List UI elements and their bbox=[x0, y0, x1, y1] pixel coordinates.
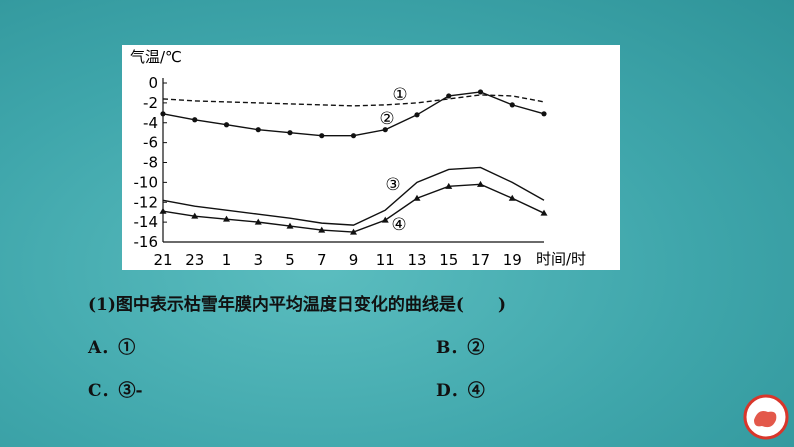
point bbox=[508, 194, 516, 201]
y-tick-label: -2 bbox=[143, 94, 158, 112]
y-tick-label: 0 bbox=[148, 74, 158, 92]
x-tick-label: 11 bbox=[376, 251, 395, 269]
point bbox=[319, 133, 325, 139]
x-tick-label: 7 bbox=[317, 251, 327, 269]
x-tick-label: 23 bbox=[185, 251, 204, 269]
y-tick-label: -4 bbox=[143, 114, 158, 132]
point bbox=[159, 207, 167, 214]
x-tick-label: 17 bbox=[471, 251, 490, 269]
y-tick-label: -16 bbox=[134, 233, 159, 251]
y-tick-label: -8 bbox=[143, 154, 158, 172]
series-label: ④ bbox=[391, 215, 406, 235]
series-label: ② bbox=[379, 109, 394, 129]
question-stem: (1)图中表示枯雪年膜内平均温度日变化的曲线是( ) bbox=[88, 295, 507, 315]
point bbox=[160, 111, 166, 117]
point bbox=[255, 127, 261, 133]
x-tick-label: 9 bbox=[349, 251, 359, 269]
point bbox=[446, 93, 452, 99]
point bbox=[413, 194, 421, 201]
series-line bbox=[162, 166, 545, 226]
x-tick-label: 13 bbox=[407, 251, 426, 269]
x-tick-label: 21 bbox=[153, 251, 172, 269]
point bbox=[287, 130, 293, 136]
point bbox=[192, 117, 198, 123]
point bbox=[477, 180, 484, 187]
point bbox=[318, 226, 326, 233]
option[interactable]: A．① bbox=[88, 338, 136, 358]
point bbox=[381, 216, 389, 223]
x-tick-label: 15 bbox=[439, 251, 458, 269]
point bbox=[350, 133, 357, 139]
series-label: ① bbox=[392, 85, 407, 105]
y-tick-label: -12 bbox=[134, 193, 159, 211]
x-axis-label: 时间/时 bbox=[536, 250, 586, 268]
point bbox=[223, 122, 230, 128]
y-tick-label: -14 bbox=[134, 213, 159, 231]
point bbox=[350, 228, 357, 235]
x-tick-label: 19 bbox=[503, 251, 522, 269]
point bbox=[191, 212, 199, 219]
y-tick-label: -6 bbox=[143, 134, 158, 152]
x-tick-label: 5 bbox=[285, 251, 295, 269]
point bbox=[541, 111, 547, 117]
point bbox=[254, 218, 262, 225]
chart-panel bbox=[122, 45, 620, 270]
point bbox=[286, 222, 294, 229]
x-tick-label: 1 bbox=[222, 251, 232, 269]
option[interactable]: D．④ bbox=[436, 381, 485, 401]
option[interactable]: B．② bbox=[436, 338, 485, 358]
y-tick-label: -10 bbox=[134, 173, 159, 191]
point bbox=[477, 89, 484, 95]
point bbox=[509, 102, 515, 108]
point bbox=[445, 182, 453, 189]
option[interactable]: C．③- bbox=[88, 381, 143, 401]
point bbox=[540, 209, 548, 216]
nav-icon-shape bbox=[754, 411, 777, 428]
x-tick-label: 3 bbox=[253, 251, 263, 269]
series-label: ③ bbox=[385, 175, 400, 195]
point bbox=[414, 112, 420, 118]
y-axis-label: 气温/℃ bbox=[130, 48, 182, 66]
point bbox=[382, 127, 388, 133]
point bbox=[223, 215, 230, 222]
